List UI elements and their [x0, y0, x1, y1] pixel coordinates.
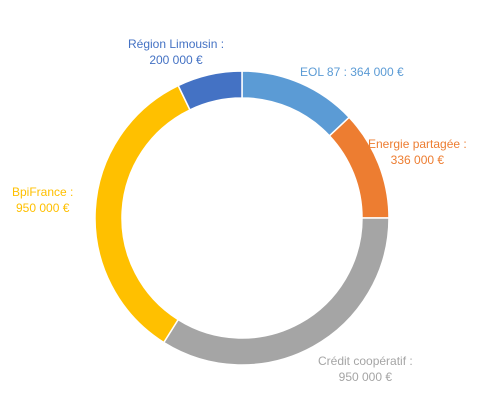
label-energie-partagee: Energie partagée : 336 000 € [368, 136, 467, 168]
label-credit-cooperatif-line2: 950 000 € [338, 370, 393, 384]
donut-slice-eol87 [241, 70, 351, 137]
label-region-limousin-line1: Région Limousin : [128, 37, 225, 51]
label-region-limousin: Région Limousin : 200 000 € [128, 36, 224, 68]
label-eol87: EOL 87 : 364 000 € [300, 64, 404, 80]
label-bpifrance: BpiFrance : 950 000 € [12, 184, 73, 216]
label-credit-cooperatif: Crédit coopératif : 950 000 € [318, 353, 413, 385]
donut-slice-bpifrance [94, 84, 191, 344]
donut-slice-region-limousin [177, 70, 243, 111]
label-credit-cooperatif-line1: Crédit coopératif : [318, 354, 413, 368]
label-bpifrance-line1: BpiFrance : [12, 185, 74, 199]
donut-slice-credit-cooperatif [162, 217, 390, 366]
label-energie-partagee-line2: 336 000 € [390, 153, 445, 167]
label-bpifrance-line2: 950 000 € [15, 201, 70, 215]
label-region-limousin-line2: 200 000 € [149, 53, 203, 67]
label-energie-partagee-line1: Energie partagée : [368, 137, 467, 151]
label-eol87-text: EOL 87 : 364 000 € [300, 65, 404, 79]
